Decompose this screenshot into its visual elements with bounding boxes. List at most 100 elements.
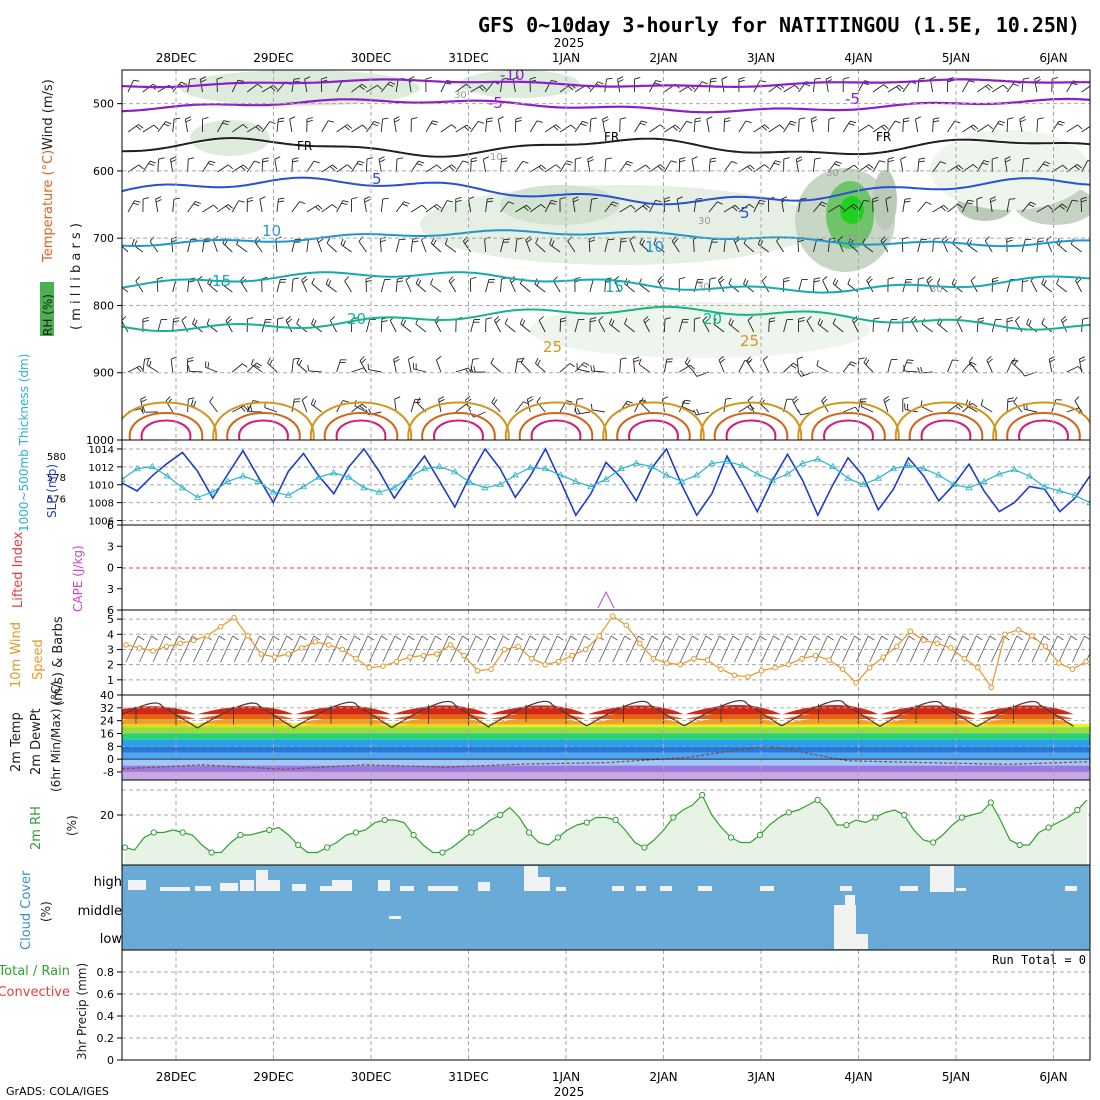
wind-10m-barb-flag <box>962 635 970 641</box>
temp-contour-20 <box>122 305 1090 332</box>
wind-barb <box>380 199 384 213</box>
wind-barb-flag <box>602 116 609 120</box>
wind-barb-flag <box>351 317 358 320</box>
wind-barb <box>440 164 452 173</box>
wind-barb-flag <box>1042 163 1049 167</box>
wind-barb-flag <box>465 396 471 401</box>
wind-barb-flag <box>313 400 317 407</box>
wind-barb-flag <box>719 358 726 364</box>
wind-barb <box>696 371 710 377</box>
wind-barb-flag <box>655 80 662 83</box>
wind-barb-flag <box>1022 280 1029 283</box>
wind-barb-flag <box>362 124 368 130</box>
rh-marker <box>641 844 648 851</box>
precip-total-label: Total / Rain <box>0 964 70 979</box>
contour-label: -10 <box>500 66 525 84</box>
top-date-label: 1JAN <box>552 51 580 65</box>
wind-barb-flag <box>513 76 519 80</box>
rh-marker <box>208 849 215 856</box>
wind-barb <box>721 79 725 93</box>
wind-barb-flag <box>695 117 702 120</box>
wind-barb <box>634 120 642 133</box>
thickness-marker <box>647 462 656 469</box>
wind-barb-flag <box>1077 124 1083 130</box>
rh-marker <box>699 791 706 799</box>
wind-barb-flag <box>472 358 479 360</box>
temp-contour-surface <box>309 401 413 440</box>
footer-credit: GrADS: COLA/IGES <box>6 1085 109 1098</box>
cloud-clear-block <box>698 886 712 891</box>
temp-color-band <box>122 765 1090 772</box>
wind-barb-flag <box>590 365 593 372</box>
wind-barb-flag <box>361 358 367 364</box>
wind-barb-flag <box>918 160 925 163</box>
wind-barb <box>470 319 475 333</box>
wind-barb <box>197 279 203 293</box>
slp-tick-label: 1010 <box>89 481 114 492</box>
wind-barb-flag <box>187 356 194 360</box>
cloud-cover-panel: high middle low Cloud Cover (%) <box>19 864 1091 951</box>
wind-barb-flag <box>673 238 678 244</box>
dewpoint-line <box>122 745 1090 770</box>
wind-barb <box>155 199 159 213</box>
wind-10m-barb <box>558 635 572 663</box>
wind-barb-flag <box>527 396 533 400</box>
wind-barb <box>746 360 755 373</box>
wind-barb-flag <box>142 317 149 320</box>
temp-contour-surface <box>433 419 484 440</box>
wind-barb <box>425 204 437 213</box>
wind-barb-flag <box>455 199 462 203</box>
bottom-date-label: 4JAN <box>844 1070 872 1084</box>
wind-10m-barb <box>220 635 234 663</box>
thickness-marker <box>632 459 640 466</box>
temp-peak-fill <box>490 712 586 720</box>
thickness-marker <box>148 462 156 469</box>
wind-barb-flag <box>1019 116 1026 120</box>
wind-barb-flag <box>526 204 532 210</box>
wind-barb <box>325 283 337 293</box>
wind-barb <box>920 405 933 413</box>
wind-barb-flag <box>816 359 819 366</box>
wind-barb <box>717 280 725 293</box>
wind-barb-flag <box>691 156 698 160</box>
wind-barb <box>491 402 501 413</box>
thickness-line <box>122 458 1090 504</box>
wind-barb-flag <box>713 318 717 325</box>
slp-tick-label: 1008 <box>89 499 114 510</box>
temp-contour-surface <box>421 412 496 440</box>
wind-barb-flag <box>850 361 857 365</box>
wind-barb-flag <box>933 120 940 123</box>
wind-10m-barb <box>125 635 139 663</box>
wind-barb <box>1041 283 1053 293</box>
wind-speed-marker <box>691 655 697 662</box>
wind-barb-flag <box>493 399 498 405</box>
thickness-marker <box>466 478 474 485</box>
wind-barb-flag <box>746 356 751 362</box>
wind-barb-flag <box>775 160 782 163</box>
wind-barb-flag <box>138 124 144 129</box>
wind-barb <box>515 401 524 413</box>
cloud-clear-block <box>240 880 254 891</box>
wind-barb-flag <box>515 120 522 123</box>
wind-barb-flag <box>174 117 181 120</box>
wind-barb-flag <box>814 77 821 80</box>
wind-barb-flag <box>747 406 753 412</box>
thickness-marker <box>1086 498 1090 506</box>
temp-color-band <box>122 733 1090 740</box>
wind-barb <box>728 323 740 333</box>
wind-barb <box>792 400 799 413</box>
rh-marker <box>901 811 908 819</box>
wind-barb <box>1070 243 1082 253</box>
wind-barb-flag <box>394 396 401 400</box>
wind-speed-marker <box>609 613 616 619</box>
wind-barb-flag <box>486 200 493 203</box>
wind-barb <box>633 359 636 373</box>
wind-barb <box>753 200 760 213</box>
wind-10m-barb-flag <box>502 635 510 641</box>
wind-barb-flag <box>1023 77 1030 80</box>
wind-barb-flag <box>185 116 192 120</box>
wind-barb-flag <box>717 201 723 205</box>
wind-speed-marker <box>407 654 413 660</box>
wind-barb-flag <box>638 358 642 365</box>
wind-barb <box>664 124 676 133</box>
